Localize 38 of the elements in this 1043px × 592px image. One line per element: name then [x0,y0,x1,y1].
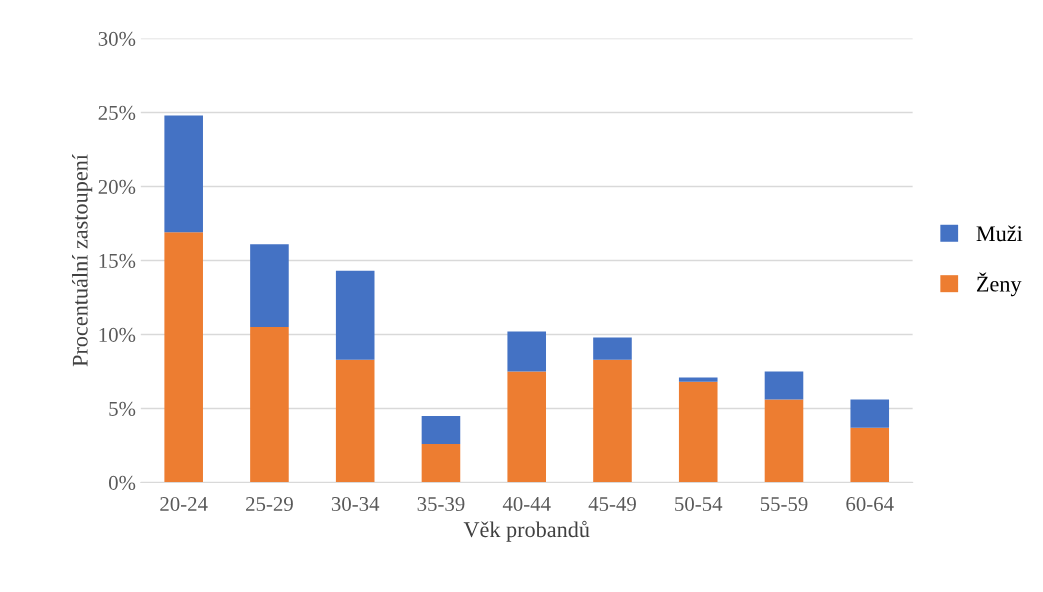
bar [164,232,203,483]
legend-label: Muži [976,225,1023,242]
legend-label: Ženy [976,272,1022,297]
y-tick-label: 25% [98,105,136,120]
bar [764,399,804,483]
y-tick-label: 0% [108,475,136,490]
x-tick-label: 20-24 [160,496,208,512]
x-tick-label: 40-44 [502,496,551,512]
bar [593,359,632,483]
y-tick-label: 10% [99,327,136,342]
bar [678,381,718,483]
x-tick-label: 55-59 [760,497,808,512]
x-tick-label: 30-34 [331,496,380,512]
bar [335,359,375,483]
y-tick-label: 15% [99,253,136,268]
bar [421,444,461,483]
x-tick-label: 45-49 [588,497,636,512]
bar [850,427,890,483]
x-tick-label: 25-29 [246,497,293,512]
x-axis-title: Věk probandů [463,520,590,542]
bar [678,377,718,382]
bar [164,115,203,233]
bar [421,415,461,444]
y-tick-label: 30% [98,31,136,46]
bar [593,337,632,360]
bar [507,331,547,372]
bar [250,327,289,483]
y-tick-label: 5% [109,401,136,416]
y-tick-label: 20% [98,179,136,194]
bar [250,244,289,328]
bar [507,371,547,483]
bar [335,270,375,360]
bar [764,371,804,400]
x-tick-label: 35-39 [417,497,465,512]
x-tick-label: 50-54 [675,496,723,512]
x-tick-label: 60-64 [846,496,894,512]
y-axis-title: Procentuální zastoupení [72,154,93,367]
bar [850,399,890,428]
